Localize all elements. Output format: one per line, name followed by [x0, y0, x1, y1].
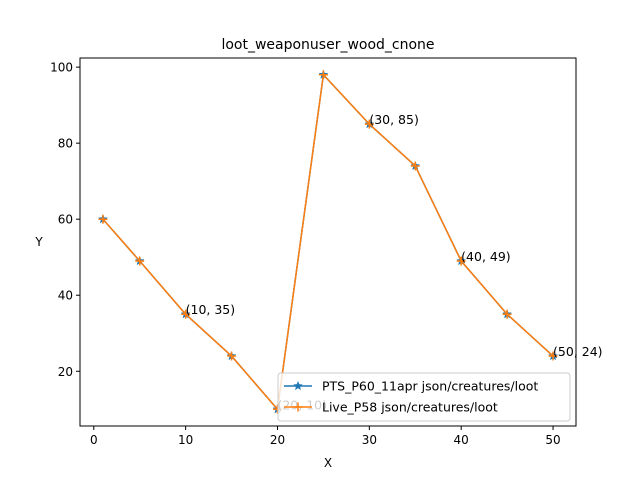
data-point — [135, 256, 145, 266]
x-tick-label: 50 — [545, 433, 560, 447]
data-point — [98, 214, 108, 224]
data-point — [410, 161, 420, 171]
y-axis-label: Y — [34, 235, 43, 249]
legend-label: PTS_P60_11apr json/creatures/loot — [322, 379, 538, 394]
y-tick-label: 20 — [58, 365, 73, 379]
data-point — [227, 351, 237, 361]
point-annotation: (50, 24) — [553, 344, 603, 359]
legend-marker — [293, 402, 303, 412]
x-tick-label: 40 — [454, 433, 469, 447]
legend-entry: PTS_P60_11apr json/creatures/loot — [284, 379, 538, 394]
y-tick-label: 60 — [58, 213, 73, 227]
axes-frame — [79, 57, 577, 427]
data-point — [181, 309, 191, 319]
x-tick-label: 0 — [90, 433, 98, 447]
axis-ticks: 0 10 20 30 40 50 20 40 60 80 100 — [50, 61, 561, 447]
legend-entry: Live_P58 json/creatures/loot — [284, 400, 498, 415]
x-tick-label: 30 — [362, 433, 377, 447]
y-tick-label: 100 — [50, 61, 73, 75]
point-annotation: (10, 35) — [186, 302, 236, 317]
x-tick-label: 10 — [178, 433, 193, 447]
chart-title: loot_weaponuser_wood_cnone — [221, 37, 434, 53]
data-point — [548, 351, 558, 361]
x-axis-label: X — [324, 456, 332, 470]
legend-marker — [293, 380, 303, 391]
point-annotation: (40, 49) — [461, 249, 511, 264]
data-point — [502, 309, 512, 319]
data-point — [318, 70, 328, 80]
data-point — [456, 256, 466, 266]
point-annotation: (30, 85) — [369, 112, 419, 127]
legend: PTS_P60_11apr json/creatures/loot Live_P5… — [277, 372, 571, 422]
y-tick-label: 80 — [58, 137, 73, 151]
legend-label: Live_P58 json/creatures/loot — [322, 400, 498, 415]
series-2 — [98, 70, 558, 414]
legend-box — [277, 372, 571, 422]
data-point — [364, 119, 374, 129]
x-tick-label: 20 — [270, 433, 285, 447]
y-tick-label: 40 — [58, 289, 73, 303]
